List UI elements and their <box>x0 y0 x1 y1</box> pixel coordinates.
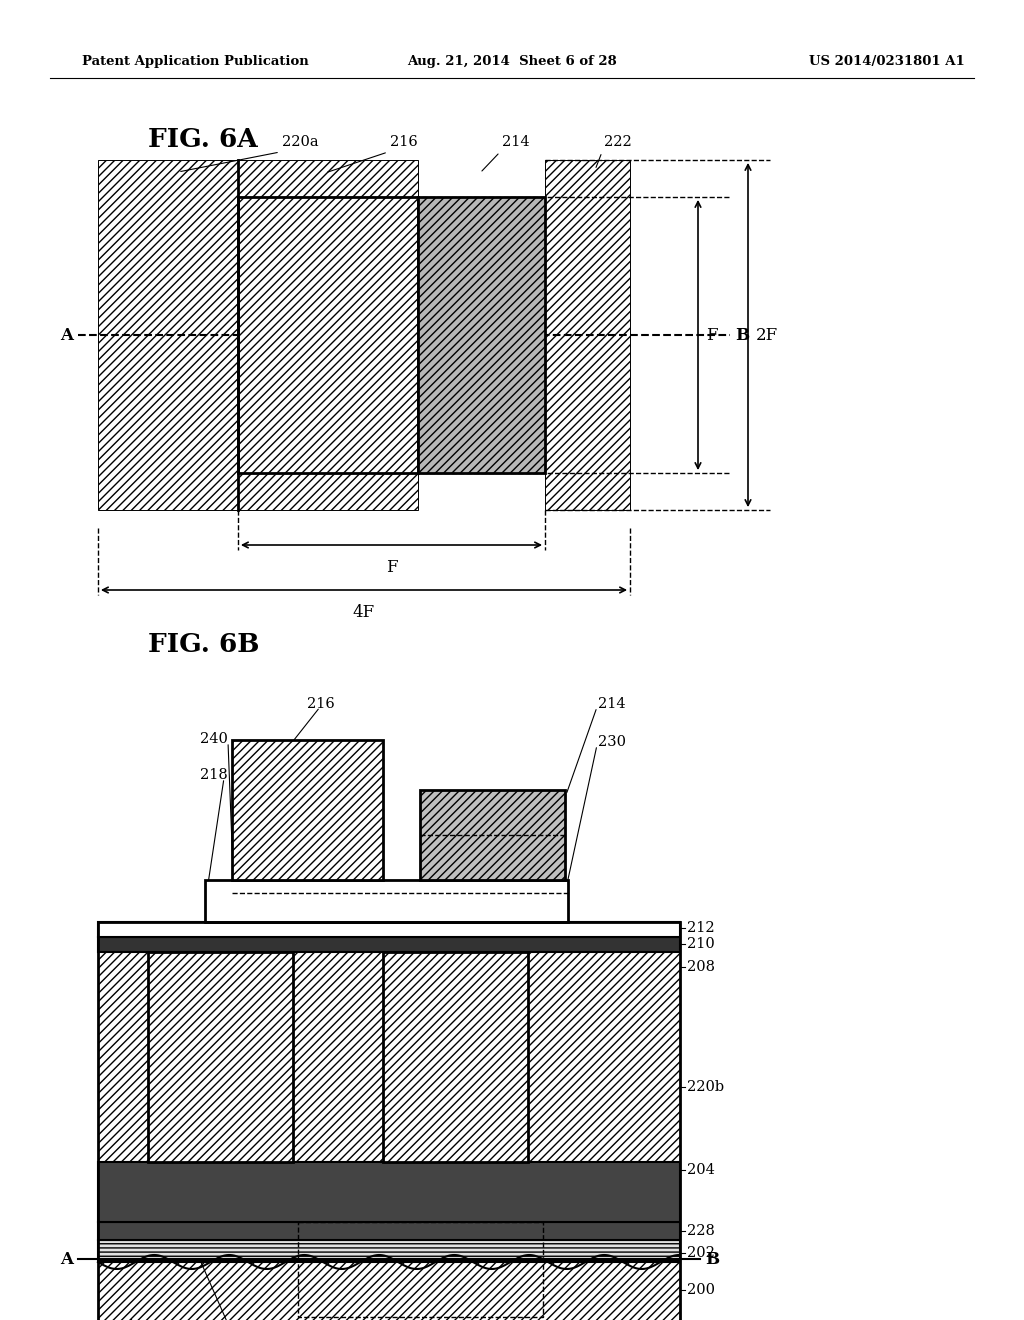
Bar <box>148 952 293 1162</box>
Text: Patent Application Publication: Patent Application Publication <box>82 55 309 69</box>
Text: FIG. 6A: FIG. 6A <box>148 127 258 152</box>
Text: 2F: 2F <box>756 326 778 343</box>
Text: F: F <box>386 558 397 576</box>
Bar <box>98 952 680 1222</box>
Bar <box>98 1239 680 1262</box>
Bar <box>98 1222 680 1239</box>
Text: B: B <box>705 1250 719 1267</box>
Text: 204: 204 <box>687 1163 715 1177</box>
Bar <box>98 1162 680 1222</box>
Bar <box>545 160 630 510</box>
Text: 240: 240 <box>200 733 228 746</box>
Bar <box>205 880 568 921</box>
Bar <box>98 937 680 952</box>
Text: 220b: 220b <box>687 1080 724 1094</box>
Text: 214: 214 <box>502 135 529 149</box>
Text: 4F: 4F <box>353 605 375 620</box>
Text: 216: 216 <box>390 135 418 149</box>
Text: 228: 228 <box>687 1224 715 1238</box>
Text: 218: 218 <box>200 768 227 781</box>
Text: 210: 210 <box>687 937 715 950</box>
Bar <box>98 921 680 1320</box>
Text: F: F <box>706 326 718 343</box>
Text: FIG. 6B: FIG. 6B <box>148 632 259 657</box>
Text: 212: 212 <box>687 921 715 935</box>
Bar <box>98 1239 680 1262</box>
Text: 202: 202 <box>687 1246 715 1261</box>
Bar <box>98 921 680 937</box>
Bar <box>232 741 383 880</box>
Text: Aug. 21, 2014  Sheet 6 of 28: Aug. 21, 2014 Sheet 6 of 28 <box>408 55 616 69</box>
Bar <box>420 789 565 880</box>
Text: A: A <box>60 1250 73 1267</box>
Bar <box>238 160 418 510</box>
Bar <box>418 197 545 473</box>
Bar <box>383 952 528 1162</box>
Text: 214: 214 <box>598 697 626 711</box>
Bar <box>98 1262 680 1320</box>
Text: 220a: 220a <box>282 135 318 149</box>
Bar <box>238 197 418 473</box>
Text: B: B <box>735 326 750 343</box>
Bar <box>298 1222 543 1317</box>
Text: 222: 222 <box>604 135 632 149</box>
Text: 200: 200 <box>687 1283 715 1298</box>
Text: 230: 230 <box>598 735 626 748</box>
Bar <box>98 160 238 510</box>
Text: US 2014/0231801 A1: US 2014/0231801 A1 <box>809 55 965 69</box>
Text: 216: 216 <box>307 697 335 711</box>
Text: 208: 208 <box>687 960 715 974</box>
Text: A: A <box>60 326 73 343</box>
